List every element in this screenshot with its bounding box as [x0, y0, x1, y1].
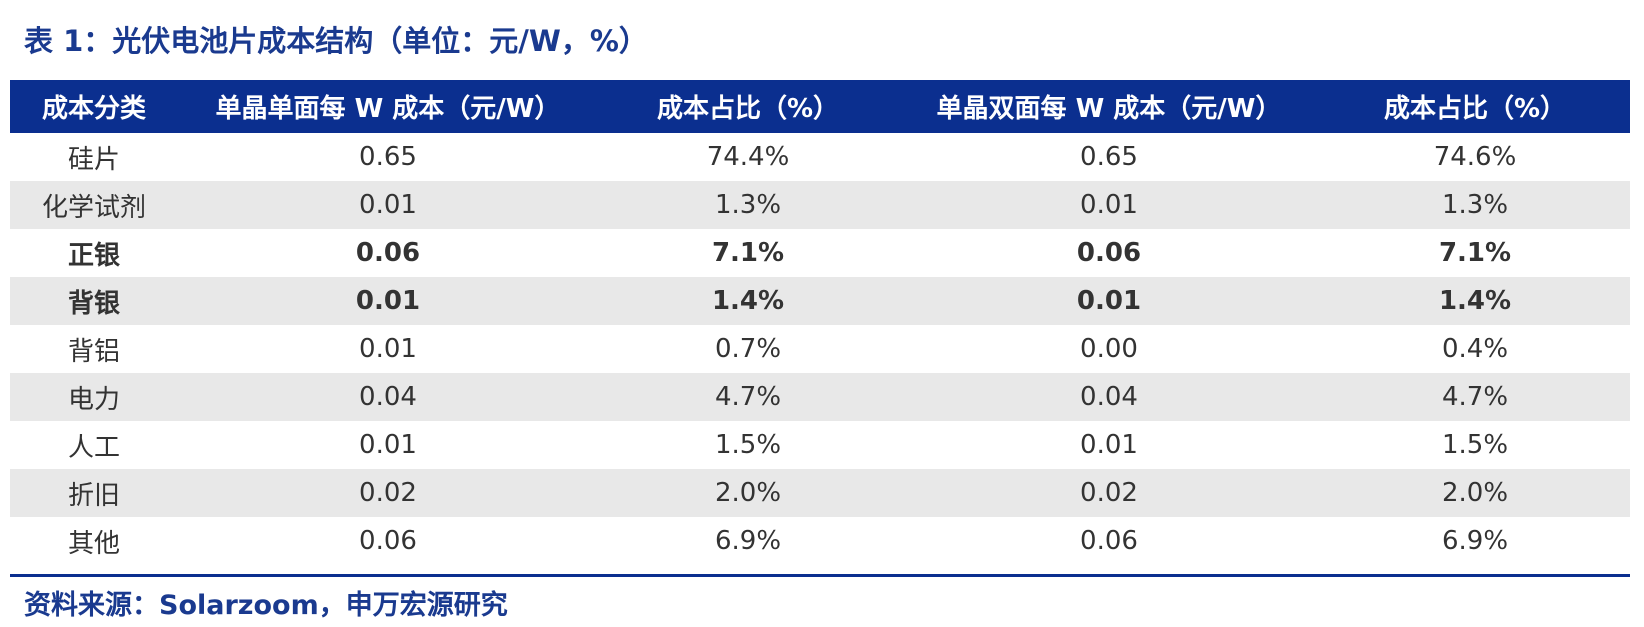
header-bifacial-share: 成本占比（%） [1383, 94, 1567, 124]
cell-mono-cost: 0.01 [359, 430, 417, 460]
cell-bifacial-cost: 0.65 [1080, 142, 1138, 172]
cell-bifacial-cost: 0.04 [1080, 382, 1138, 412]
cell-bifacial-cost: 0.02 [1080, 478, 1138, 508]
table-bottom-rule [10, 574, 1630, 577]
cell-mono-cost: 0.04 [359, 382, 417, 412]
cell-bifacial-share: 74.6% [1433, 142, 1517, 172]
cell-bifacial-share: 0.4% [1441, 334, 1509, 364]
cell-category: 电力 [67, 384, 120, 415]
cell-mono-share: 1.3% [714, 190, 782, 220]
source-note: 资料来源：Solarzoom，申万宏源研究 [24, 590, 508, 621]
cell-category: 正银 [67, 240, 120, 271]
header-category: 成本分类 [41, 94, 146, 124]
header-mono-share: 成本占比（%） [656, 94, 840, 124]
cell-bifacial-cost: 0.06 [1080, 526, 1138, 556]
cell-bifacial-share: 2.0% [1441, 478, 1509, 508]
cell-mono-share: 4.7% [714, 382, 782, 412]
cell-mono-cost: 0.01 [355, 286, 421, 316]
cell-category: 背银 [67, 288, 120, 319]
table-row: 背铝 0.01 0.7% 0.00 0.4% [10, 325, 1630, 373]
cell-bifacial-cost: 0.01 [1080, 430, 1138, 460]
cell-mono-share: 1.4% [711, 286, 785, 316]
cell-category: 硅片 [67, 144, 120, 175]
header-mono-cost: 单晶单面每 W 成本（元/W） [215, 94, 561, 124]
cell-category: 其他 [67, 528, 120, 559]
header-bifacial-cost: 单晶双面每 W 成本（元/W） [936, 94, 1282, 124]
cell-bifacial-share: 4.7% [1441, 382, 1509, 412]
cell-bifacial-share: 1.4% [1438, 286, 1512, 316]
cell-bifacial-cost: 0.06 [1076, 238, 1142, 268]
cell-mono-cost: 0.01 [359, 334, 417, 364]
cell-mono-cost: 0.01 [359, 190, 417, 220]
cell-category: 背铝 [67, 336, 120, 367]
cell-mono-share: 7.1% [711, 238, 785, 268]
table-row: 背银 0.01 1.4% 0.01 1.4% [10, 277, 1630, 325]
table-row: 折旧 0.02 2.0% 0.02 2.0% [10, 469, 1630, 517]
cost-structure-table: 成本分类 单晶单面每 W 成本（元/W） 成本占比（%） 单晶双面每 W 成本（… [10, 80, 1630, 565]
cell-mono-share: 2.0% [714, 478, 782, 508]
cell-mono-share: 1.5% [714, 430, 782, 460]
cell-bifacial-share: 1.3% [1441, 190, 1509, 220]
cell-bifacial-cost: 0.01 [1080, 190, 1138, 220]
cell-mono-cost: 0.06 [359, 526, 417, 556]
table-title: 表 1：光伏电池片成本结构（单位：元/W，%） [24, 24, 648, 58]
cell-mono-cost: 0.65 [359, 142, 417, 172]
cell-bifacial-share: 7.1% [1438, 238, 1512, 268]
cost-table-container: 成本分类 单晶单面每 W 成本（元/W） 成本占比（%） 单晶双面每 W 成本（… [10, 80, 1630, 565]
table-row: 硅片 0.65 74.4% 0.65 74.6% [10, 133, 1630, 181]
cell-category: 化学试剂 [41, 192, 146, 223]
table-header-row: 成本分类 单晶单面每 W 成本（元/W） 成本占比（%） 单晶双面每 W 成本（… [10, 80, 1630, 133]
cell-mono-share: 0.7% [714, 334, 782, 364]
cell-bifacial-share: 6.9% [1441, 526, 1509, 556]
table-row: 人工 0.01 1.5% 0.01 1.5% [10, 421, 1630, 469]
cell-mono-cost: 0.02 [359, 478, 417, 508]
cell-category: 人工 [67, 432, 120, 463]
cell-mono-share: 6.9% [714, 526, 782, 556]
table-row: 正银 0.06 7.1% 0.06 7.1% [10, 229, 1630, 277]
table-row: 其他 0.06 6.9% 0.06 6.9% [10, 517, 1630, 565]
cell-bifacial-cost: 0.00 [1080, 334, 1138, 364]
cell-mono-cost: 0.06 [355, 238, 421, 268]
table-row: 电力 0.04 4.7% 0.04 4.7% [10, 373, 1630, 421]
table-row: 化学试剂 0.01 1.3% 0.01 1.3% [10, 181, 1630, 229]
cell-bifacial-cost: 0.01 [1076, 286, 1142, 316]
cell-category: 折旧 [67, 480, 120, 511]
cell-bifacial-share: 1.5% [1441, 430, 1509, 460]
cell-mono-share: 74.4% [706, 142, 790, 172]
